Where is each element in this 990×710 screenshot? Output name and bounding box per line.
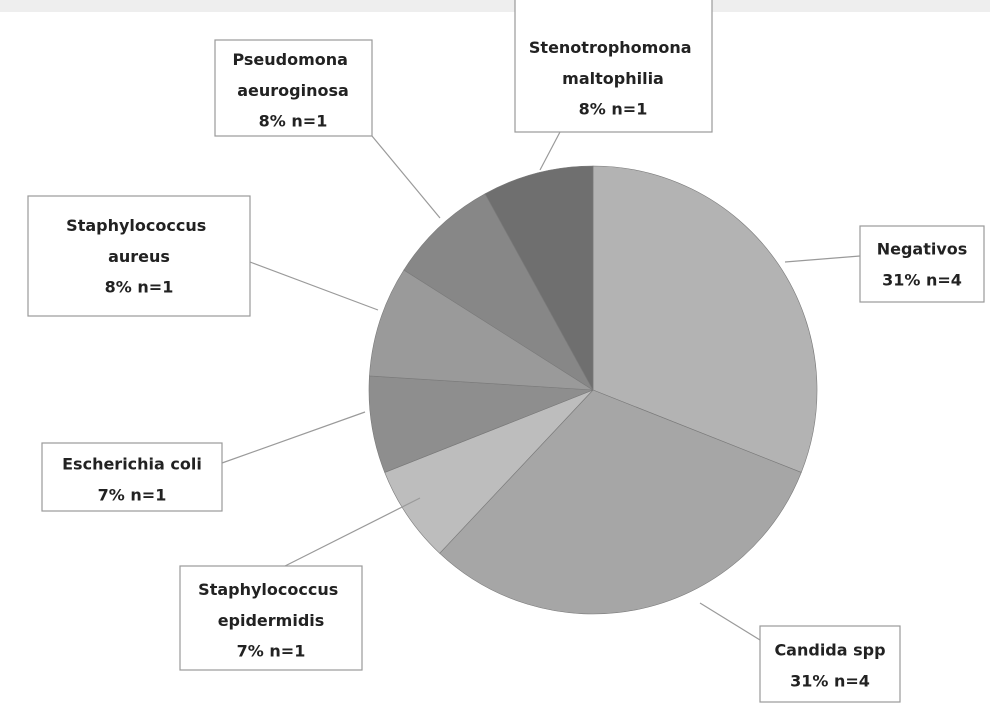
label-box: [179, 565, 363, 671]
label-line: Stenotrophomona: [529, 38, 697, 57]
category-label: Candida spp: [774, 641, 885, 660]
pie-slice: [369, 269, 594, 391]
pie-slice: [592, 165, 818, 473]
pie-slice: [439, 389, 802, 615]
pie-slice: [403, 193, 594, 391]
label-box: [859, 225, 985, 303]
label-line: aureus: [108, 247, 170, 266]
category-label: Stenotrophomona maltophilia: [529, 38, 697, 88]
category-label: Escherichia coli: [62, 455, 202, 474]
label-line: Staphylococcus: [198, 580, 344, 599]
leader-line: [539, 131, 561, 171]
pie-slice: [484, 165, 594, 391]
category-label: Staphylococcus epidermidis: [198, 580, 344, 630]
leader-line: [784, 255, 861, 263]
category-label: Staphylococcus aureus: [66, 216, 212, 266]
category-label: Negativos: [877, 240, 968, 259]
leader-line: [284, 497, 421, 567]
label-box: [27, 195, 251, 317]
leader-line: [371, 135, 441, 219]
leader-line: [249, 261, 379, 311]
label-line: epidermidis: [218, 611, 325, 630]
label-line: aeuroginosa: [237, 81, 349, 100]
value-label: 8% n=1: [259, 112, 328, 131]
value-label: 7% n=1: [98, 486, 167, 505]
label-box: [514, 0, 713, 133]
value-label: 31% n=4: [882, 271, 962, 290]
label-box: [759, 625, 901, 703]
leader-line: [699, 602, 761, 641]
leader-line: [221, 411, 366, 464]
top-band: [0, 0, 990, 12]
label-line: Pseudomona: [232, 50, 353, 69]
value-label: 8% n=1: [105, 278, 174, 297]
category-label: Pseudomona aeuroginosa: [232, 50, 353, 100]
label-box: [41, 442, 223, 512]
label-line: maltophilia: [562, 69, 664, 88]
value-label: 8% n=1: [579, 100, 648, 119]
label-line: Staphylococcus: [66, 216, 212, 235]
label-box: [214, 39, 373, 137]
value-label: 7% n=1: [237, 642, 306, 661]
value-label: 31% n=4: [790, 672, 870, 691]
